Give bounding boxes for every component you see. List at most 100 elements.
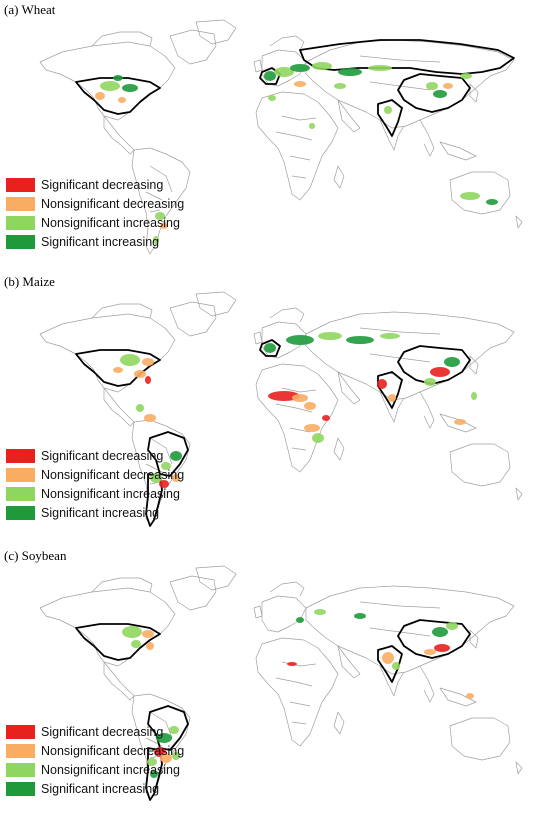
legend-label: Nonsignificant increasing	[41, 486, 180, 501]
trend-cells	[122, 609, 474, 778]
highlighted-countries	[75, 39, 515, 137]
trend-patch-nonsig_inc	[368, 65, 392, 71]
legend-swatch	[6, 505, 35, 520]
trend-patch-nonsig_dec	[294, 81, 306, 87]
trend-patch-nonsig_inc	[309, 123, 315, 129]
legend-item: Significant decreasing	[6, 175, 184, 194]
highlight-china	[397, 345, 471, 385]
trend-patch-sig_inc	[432, 627, 448, 637]
trend-patch-sig_inc	[296, 617, 304, 623]
trend-patch-sig_dec	[145, 376, 151, 384]
trend-patch-nonsig_dec	[160, 223, 168, 229]
trend-patch-nonsig_inc	[314, 609, 326, 615]
world-map	[39, 565, 523, 801]
trend-patch-sig_inc	[264, 71, 276, 81]
panel-title: (a) Wheat	[4, 2, 56, 17]
trend-patch-sig_inc	[290, 64, 310, 72]
legend-swatch	[6, 177, 35, 192]
trend-patch-sig_inc	[354, 613, 366, 619]
panel-title: (c) Soybean	[4, 548, 67, 563]
trend-patch-nonsig_inc	[392, 662, 400, 670]
legend-item: Nonsignificant increasing	[6, 484, 184, 503]
trend-patch-sig_inc	[433, 90, 447, 98]
trend-patch-nonsig_inc	[380, 333, 400, 339]
trend-patch-nonsig_dec	[382, 652, 394, 664]
legend-item: Significant decreasing	[6, 722, 184, 741]
legend-label: Nonsignificant decreasing	[41, 196, 185, 211]
trend-patch-sig_inc	[122, 84, 138, 92]
map-panel-3: (c) Soybean	[0, 546, 550, 820]
legend-item: Nonsignificant increasing	[6, 760, 184, 779]
trend-patch-nonsig_dec	[142, 630, 154, 638]
trend-patch-nonsig_dec	[304, 402, 316, 410]
legend-label: Significant decreasing	[41, 177, 164, 192]
map-panel-2: (b) Maize	[0, 272, 550, 546]
trend-patch-nonsig_inc	[155, 212, 165, 220]
highlight-india	[377, 371, 403, 409]
trend-patch-nonsig_inc	[471, 392, 477, 400]
trend-patch-nonsig_inc	[147, 758, 157, 766]
legend-item: Nonsignificant decreasing	[6, 465, 184, 484]
map-panel-1: (a) Wheat	[0, 0, 550, 274]
trend-patch-nonsig_inc	[424, 378, 436, 386]
highlight-united-states	[75, 623, 161, 661]
legend-swatch	[6, 196, 35, 211]
trend-cells	[95, 62, 498, 244]
trend-patch-sig_inc	[156, 733, 172, 743]
trend-patch-sig_inc	[170, 451, 182, 461]
highlighted-countries	[75, 619, 471, 801]
trend-patch-sig_dec	[377, 379, 387, 389]
legend-swatch	[6, 724, 35, 739]
trend-patch-nonsig_dec	[466, 693, 474, 699]
trend-patch-sig_inc	[486, 199, 498, 205]
trend-patch-nonsig_dec	[292, 394, 308, 402]
trend-patch-nonsig_inc	[426, 82, 438, 90]
trend-patch-nonsig_dec	[113, 367, 123, 373]
highlight-china	[397, 73, 471, 113]
trend-patch-sig_dec	[322, 415, 330, 421]
trend-patch-nonsig_inc	[122, 626, 142, 638]
legend-label: Nonsignificant increasing	[41, 762, 180, 777]
trend-patch-nonsig_dec	[146, 642, 154, 650]
legend-label: Significant increasing	[41, 505, 160, 520]
legend-item: Significant increasing	[6, 779, 184, 798]
highlight-united-states	[75, 77, 161, 115]
trend-patch-nonsig_inc	[334, 83, 346, 89]
trend-patch-sig_dec	[287, 662, 297, 666]
trend-patch-sig_inc	[264, 343, 276, 353]
legend-swatch	[6, 234, 35, 249]
trend-patch-nonsig_inc	[446, 622, 458, 630]
legend-swatch	[6, 215, 35, 230]
trend-patch-nonsig_dec	[144, 414, 156, 422]
legend: Significant decreasing Nonsignificant dec…	[6, 175, 184, 251]
legend-label: Significant decreasing	[41, 724, 164, 739]
trend-patch-nonsig_inc	[153, 236, 159, 244]
trend-patch-nonsig_inc	[460, 73, 472, 79]
trend-patch-nonsig_inc	[169, 726, 179, 734]
legend-label: Significant increasing	[41, 781, 160, 796]
trend-patch-nonsig_inc	[268, 95, 276, 101]
highlight-brazil	[147, 705, 189, 751]
legend-item: Significant increasing	[6, 232, 184, 251]
highlight-india	[377, 99, 403, 137]
legend-swatch	[6, 743, 35, 758]
panel-title: (b) Maize	[4, 274, 55, 289]
trend-patch-nonsig_dec	[172, 474, 180, 482]
legend-label: Nonsignificant increasing	[41, 215, 180, 230]
trend-patch-sig_dec	[268, 391, 300, 401]
legend-swatch	[6, 762, 35, 777]
trend-patch-sig_dec	[434, 644, 450, 652]
legend-swatch	[6, 467, 35, 482]
trend-patch-nonsig_dec	[95, 92, 105, 100]
trend-patch-nonsig_inc	[312, 62, 332, 70]
legend-label: Significant increasing	[41, 234, 160, 249]
legend-label: Nonsignificant decreasing	[41, 743, 185, 758]
trend-patch-sig_dec	[159, 480, 169, 488]
trend-patch-nonsig_inc	[120, 354, 140, 366]
legend-item: Nonsignificant increasing	[6, 213, 184, 232]
trend-patch-nonsig_inc	[161, 462, 171, 470]
highlight-france	[259, 339, 281, 357]
world-map	[39, 291, 523, 527]
trend-patch-nonsig_dec	[443, 83, 453, 89]
trend-patch-sig_inc	[338, 68, 362, 76]
